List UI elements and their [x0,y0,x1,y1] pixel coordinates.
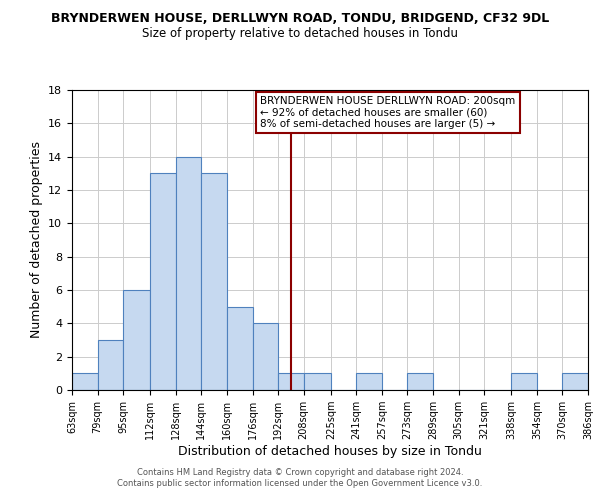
Bar [150,174,176,390]
Bar [253,324,278,390]
Bar [278,374,304,390]
Text: Contains HM Land Registry data © Crown copyright and database right 2024.
Contai: Contains HM Land Registry data © Crown c… [118,468,482,487]
Bar [304,374,331,390]
Bar [407,374,433,390]
Bar [123,290,150,390]
Text: BRYNDERWEN HOUSE DERLLWYN ROAD: 200sqm
← 92% of detached houses are smaller (60): BRYNDERWEN HOUSE DERLLWYN ROAD: 200sqm ←… [260,96,515,129]
Bar [562,374,588,390]
Bar [356,374,382,390]
Text: Size of property relative to detached houses in Tondu: Size of property relative to detached ho… [142,28,458,40]
Bar [176,156,202,390]
Y-axis label: Number of detached properties: Number of detached properties [29,142,43,338]
Bar [511,374,537,390]
Bar [202,174,227,390]
Bar [227,306,253,390]
X-axis label: Distribution of detached houses by size in Tondu: Distribution of detached houses by size … [178,445,482,458]
Bar [98,340,123,390]
Text: BRYNDERWEN HOUSE, DERLLWYN ROAD, TONDU, BRIDGEND, CF32 9DL: BRYNDERWEN HOUSE, DERLLWYN ROAD, TONDU, … [51,12,549,26]
Bar [72,374,98,390]
